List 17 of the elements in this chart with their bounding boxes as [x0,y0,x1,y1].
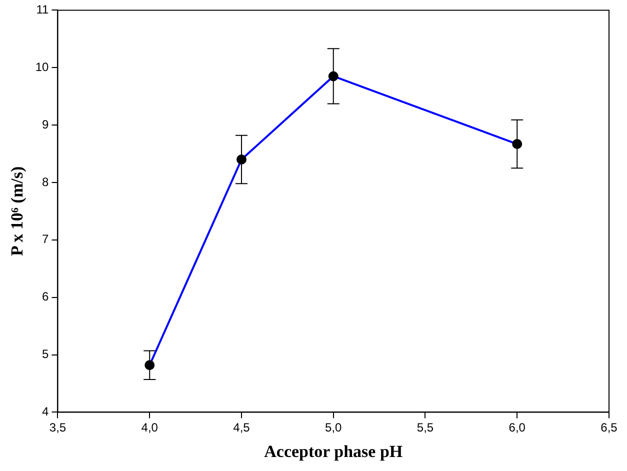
y-tick-label: 11 [36,2,50,17]
y-tick-label: 8 [42,174,50,189]
x-axis-title: Acceptor phase pH [264,442,403,462]
x-tick-label: 3,5 [49,420,66,435]
y-axis-title: P x 10⁶ (m/s) [8,166,27,256]
x-tick-label: 5,0 [325,420,342,435]
y-tick-label: 7 [42,232,50,246]
y-tick-label: 10 [35,60,50,74]
x-tick-label: 4,0 [141,420,158,435]
y-tick-label: 5 [42,347,50,362]
y-tick-label: 4 [42,404,50,419]
x-tick-label: 6,5 [600,420,618,435]
x-tick-label: 5,5 [416,420,434,435]
y-tick-label: 9 [42,117,50,132]
x-tick-label: 4,5 [233,420,250,435]
y-tick-label: 6 [42,290,50,304]
x-tick-label: 6,0 [508,420,526,435]
